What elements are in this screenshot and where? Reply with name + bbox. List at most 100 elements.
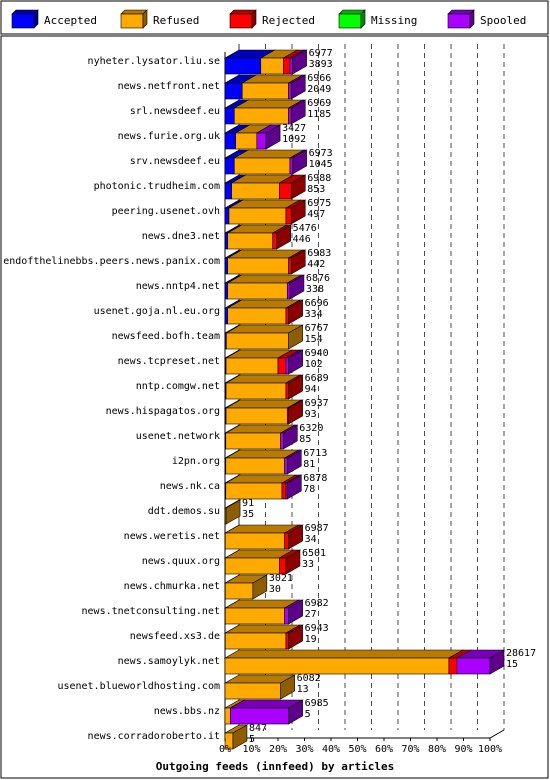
row-total-label: 6501 xyxy=(302,548,326,559)
row-total-label: 6987 xyxy=(305,523,329,534)
bar-segment-refused xyxy=(225,457,285,475)
bar-segment-accepted xyxy=(224,307,228,325)
row-accepted-label: 1185 xyxy=(307,109,331,120)
row-total-label: 3427 xyxy=(282,123,306,134)
bar-segment-side xyxy=(265,124,281,150)
bar-segment-refused xyxy=(224,707,231,725)
row-total-label: 6940 xyxy=(305,348,329,359)
bar-segment-accepted xyxy=(224,107,235,125)
bar-segment-side xyxy=(232,724,248,750)
row-total-label: 3021 xyxy=(269,573,293,584)
legend-swatch-side xyxy=(142,9,148,29)
legend-item: Missing xyxy=(338,9,417,29)
row-label: news.corradoroberto.it xyxy=(88,731,220,742)
row-label: endofthelinebbs.peers.news.panix.com xyxy=(3,256,220,267)
bar-segment-side xyxy=(288,399,303,425)
row-accepted-label: 30 xyxy=(269,584,281,595)
legend-label: Spooled xyxy=(480,14,526,27)
row-label: nntp.comgw.net xyxy=(136,381,220,392)
legend-label: Accepted xyxy=(44,14,97,27)
row-accepted-label: 442 xyxy=(307,259,325,270)
bar-segment-accepted xyxy=(224,232,228,250)
bar-segment-spooled xyxy=(256,132,267,150)
bar-segment-side xyxy=(290,99,306,125)
row-total-label: 28617 xyxy=(506,648,536,659)
x-axis-ticks: 0% 10% 20% 30% 40% 50% 60% 70% 80% 90% 100% xyxy=(219,738,502,755)
legend-swatch xyxy=(447,13,471,29)
legend-swatch-top xyxy=(447,9,475,15)
row-label: newsfeed.bofh.team xyxy=(112,331,220,342)
bar-segment-spooled xyxy=(284,457,288,475)
row-total-label: 6320 xyxy=(299,423,323,434)
row-label: usenet.network xyxy=(136,431,220,442)
bar-segment-refused xyxy=(224,582,254,600)
row-total-label: 6767 xyxy=(305,323,329,334)
row-label: newsfeed.xs3.de xyxy=(130,631,220,642)
row-label: news.nk.ca xyxy=(160,481,220,492)
bar-row: endofthelinebbs.peers.news.panix.com 6983… xyxy=(3,248,331,275)
legend-swatch-top xyxy=(120,9,148,15)
legend-item: Refused xyxy=(120,9,199,29)
bar-segment-refused xyxy=(225,407,288,425)
row-total-label: 6713 xyxy=(303,448,327,459)
row-accepted-label: 338 xyxy=(306,284,324,295)
bar-segment-side xyxy=(288,324,303,350)
bar-segment-refused xyxy=(224,557,280,575)
row-accepted-label: 1092 xyxy=(282,134,306,145)
legend-swatch-side xyxy=(33,9,39,29)
bar-segment-spooled xyxy=(289,57,293,75)
bar-segment-side xyxy=(286,474,302,500)
x-tick-label: 0% xyxy=(219,744,231,755)
bar-segment-side xyxy=(290,74,306,100)
row-total-label: 6977 xyxy=(309,48,333,59)
bar-segment-spooled xyxy=(288,82,292,100)
bar-segment-rejected xyxy=(279,557,287,575)
row-label: srv.newsdeef.eu xyxy=(130,156,220,167)
row-accepted-label: 15 xyxy=(506,659,518,670)
row-label: news.tnetconsulting.net xyxy=(82,606,220,617)
bar-segment-refused xyxy=(227,282,288,300)
bar-segment-side xyxy=(290,199,306,225)
bar-segment-refused xyxy=(231,182,280,200)
bar-segment-refused xyxy=(260,57,284,75)
row-total-label: 6082 xyxy=(297,673,321,684)
row-label: srl.newsdeef.eu xyxy=(130,106,220,117)
x-axis-depth xyxy=(489,729,505,739)
x-tick-label: 90% xyxy=(454,744,472,755)
bar-segment-side xyxy=(225,499,241,525)
bar-segment-side xyxy=(252,574,268,600)
row-label: usenet.goja.nl.eu.org xyxy=(94,306,220,317)
row-total-label: 6876 xyxy=(306,273,330,284)
row-accepted-label: 85 xyxy=(299,434,311,445)
row-total-label: 5476 xyxy=(293,223,317,234)
legend-label: Refused xyxy=(153,14,199,27)
row-accepted-label: 853 xyxy=(307,184,325,195)
bar-segment-rejected xyxy=(285,632,289,650)
bar-segment-refused xyxy=(241,82,289,100)
bar-segment-rejected xyxy=(285,382,289,400)
x-tick-label: 80% xyxy=(428,744,446,755)
row-label: peering.usenet.ovh xyxy=(112,206,220,217)
bar-segment-side xyxy=(288,599,303,625)
row-total-label: 6937 xyxy=(305,398,329,409)
bar-segment-refused xyxy=(228,207,287,225)
row-accepted-label: 34 xyxy=(305,534,317,545)
bar-segment-refused xyxy=(225,382,287,400)
row-label: photonic.trudheim.com xyxy=(94,181,220,192)
bar-segment-rejected xyxy=(281,482,287,500)
bar-segment-spooled xyxy=(284,607,289,625)
row-label: news.dne3.net xyxy=(142,231,220,242)
bar-segment-side xyxy=(289,274,305,300)
